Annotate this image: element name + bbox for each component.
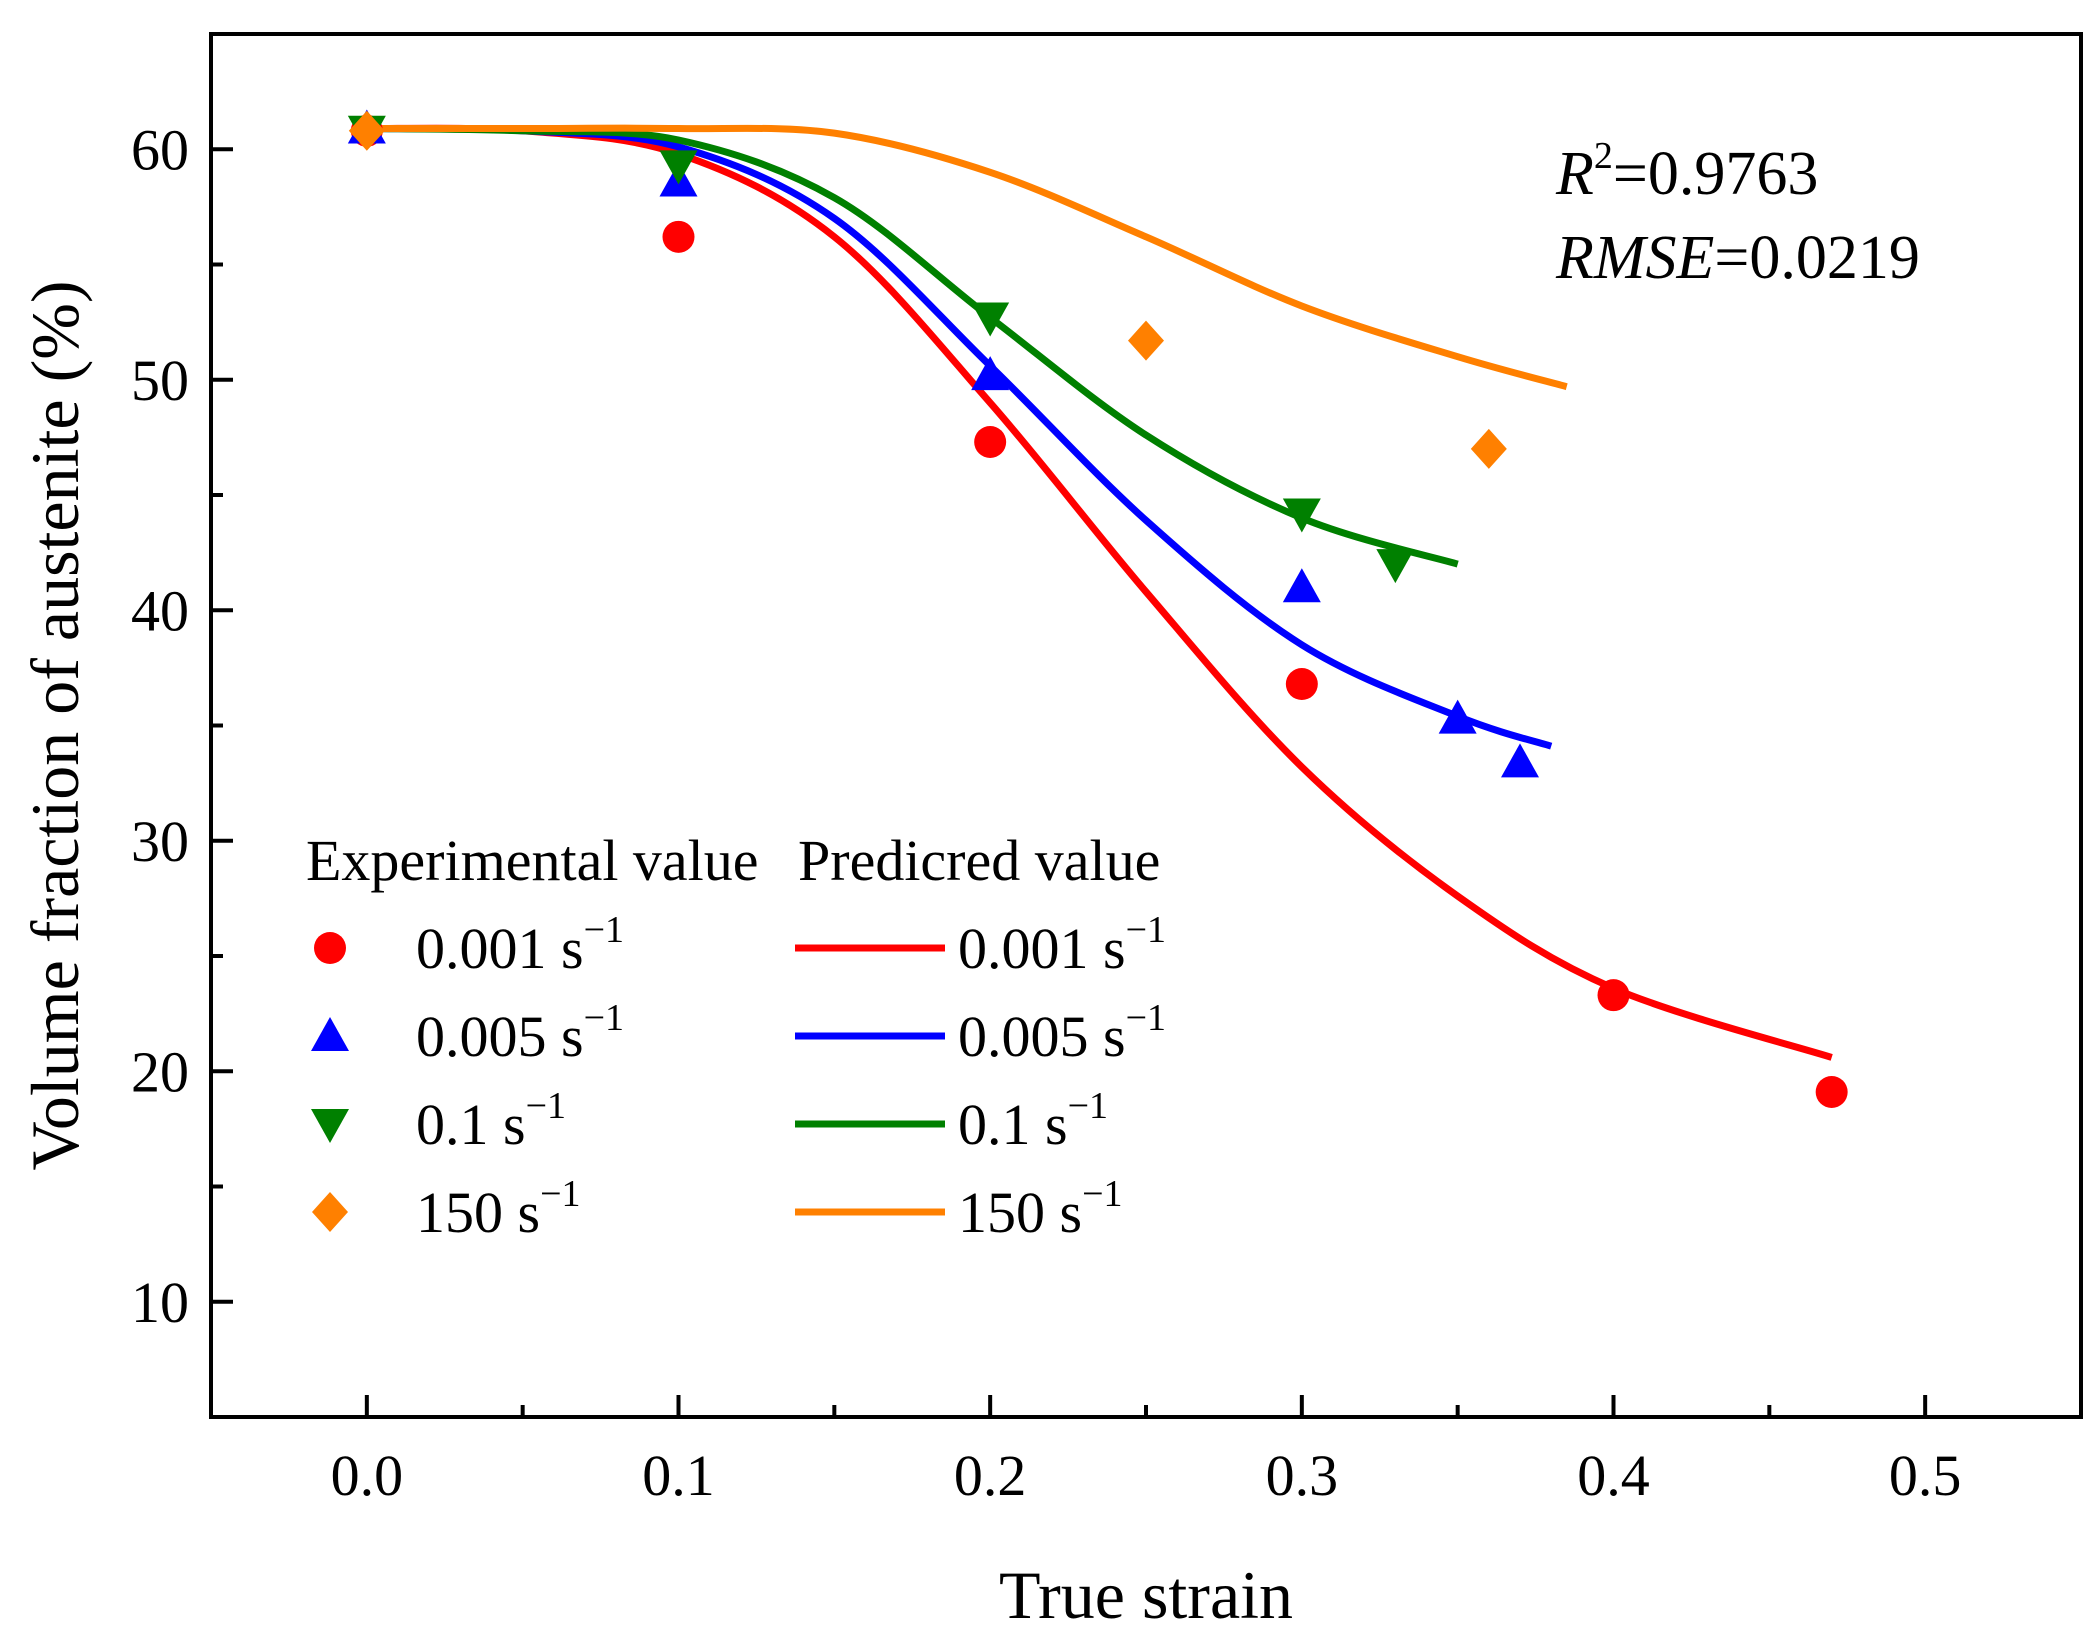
y-tick-label: 30 [131, 809, 189, 874]
legend-label-experimental-0p1: 0.1 s−1 [416, 1085, 566, 1157]
legend-label-predicted-0p005: 0.005 s−1 [958, 997, 1166, 1069]
x-tick-label: 0.1 [642, 1443, 715, 1508]
predicted-curve-0p005 [366, 125, 1553, 750]
y-tick-label: 20 [131, 1039, 189, 1104]
y-tick-label: 10 [131, 1270, 189, 1335]
experimental-point-0p001 [1815, 1075, 1848, 1108]
rmse-annotation: RMSE=0.0219 [1555, 224, 1920, 292]
legend-marker-0p001 [314, 932, 346, 964]
y-tick-label: 60 [131, 117, 189, 182]
x-tick-label: 0.5 [1889, 1443, 1962, 1508]
legend-label-experimental-150: 150 s−1 [416, 1173, 581, 1245]
legend-predicted-header: Predicred value [798, 828, 1160, 893]
x-tick-label: 0.3 [1266, 1443, 1339, 1508]
rmse-symbol: RMSE [1555, 224, 1714, 292]
legend-label-predicted-0p001: 0.001 s−1 [958, 909, 1166, 981]
legend-marker-0p1 [311, 1109, 349, 1143]
predicted-curve-0p001 [366, 124, 1833, 1061]
experimental-point-150 [348, 110, 385, 151]
y-tick-label: 50 [131, 348, 189, 413]
legend-label-predicted-150: 150 s−1 [958, 1173, 1123, 1245]
rmse-value: =0.0219 [1714, 224, 1919, 292]
x-tick-label: 0.2 [954, 1443, 1027, 1508]
legend-entries: 0.001 s−1 0.005 s−1 0.1 s−1 150 s−1 0.001 s−… [311, 909, 1166, 1245]
experimental-point-0p1 [659, 150, 698, 185]
x-tick-label: 0.4 [1577, 1443, 1650, 1508]
predicted-curves [366, 124, 1833, 1061]
legend-marker-150 [312, 1192, 348, 1232]
experimental-point-0p005 [971, 356, 1010, 391]
experimental-point-0p001 [662, 220, 695, 253]
experimental-point-0p001 [1285, 668, 1318, 701]
r2-value: =0.9763 [1613, 140, 1818, 208]
experimental-point-150 [1470, 428, 1507, 469]
experimental-point-0p1 [1282, 498, 1321, 533]
legend-label-predicted-0p1: 0.1 s−1 [958, 1085, 1108, 1157]
experimental-point-0p005 [1438, 699, 1477, 734]
r2-symbol: R [1555, 140, 1594, 208]
y-axis-title: Volume fraction of austenite (%) [17, 280, 93, 1170]
legend: Experimental value Predicred value 0.001… [306, 828, 1166, 1245]
experimental-point-0p001 [1597, 979, 1630, 1012]
experimental-point-0p001 [974, 425, 1007, 458]
experimental-point-0p1 [971, 302, 1010, 337]
predicted-curve-150 [366, 124, 1568, 391]
r2-exponent: 2 [1594, 135, 1613, 177]
axis-ticks: 0.0 0.1 0.2 0.3 0.4 0.5 10 20 30 40 50 60 [131, 117, 1961, 1508]
legend-experimental-header: Experimental value [306, 828, 759, 893]
legend-marker-0p005 [311, 1017, 349, 1051]
y-tick-label: 40 [131, 578, 189, 643]
x-tick-label: 0.0 [331, 1443, 404, 1508]
legend-label-experimental-0p005: 0.005 s−1 [416, 997, 624, 1069]
experimental-point-0p1 [1376, 549, 1415, 584]
experimental-point-0p005 [1282, 568, 1321, 603]
x-axis-title: True strain [999, 1557, 1293, 1633]
experimental-point-0p005 [1501, 743, 1539, 778]
legend-label-experimental-0p001: 0.001 s−1 [416, 909, 624, 981]
r-squared-annotation: R2=0.9763 [1555, 135, 1818, 208]
experimental-points [347, 109, 1848, 1108]
experimental-point-150 [1128, 320, 1164, 361]
